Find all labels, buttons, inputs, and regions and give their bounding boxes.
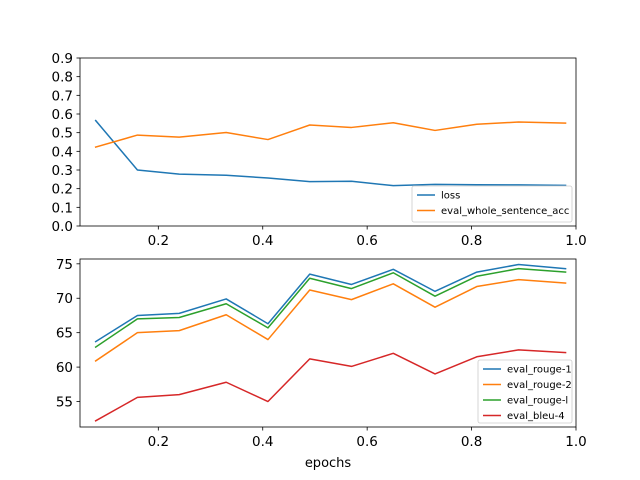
x-tick-label: 0.4 [252, 434, 273, 450]
x-axis-label: epochs [305, 456, 352, 471]
series-line-eval_whole_sentence_acc [94, 121, 567, 148]
legend-label-eval_rouge-1: eval_rouge-1 [507, 365, 572, 376]
series-line-eval_rouge-1 [94, 263, 567, 343]
y-tick-label: 70 [56, 291, 73, 307]
legend-label-eval_whole_sentence_acc: eval_whole_sentence_acc [441, 206, 569, 217]
y-tick-label: 0.8 [52, 70, 73, 86]
y-tick-label: 55 [56, 395, 73, 411]
legend: loss eval_whole_sentence_acc [411, 185, 573, 223]
x-tick-label: 0.4 [252, 233, 273, 249]
y-tick-label: 0.7 [52, 88, 73, 104]
y-tick-label: 0.9 [52, 51, 73, 67]
series-line-loss [94, 119, 567, 187]
x-tick-label: 0.2 [148, 434, 169, 450]
x-tick-label: 0.8 [461, 434, 482, 450]
y-tick-label: 0.6 [52, 107, 73, 123]
legend: eval_rouge-1 eval_rouge-2 eval_rouge-leval… [477, 359, 573, 424]
x-tick-label: 0.2 [148, 233, 169, 249]
series-line-eval_bleu-4 [94, 349, 567, 422]
y-tick-label: 65 [56, 326, 73, 342]
series-line-eval_rouge-2 [94, 278, 567, 362]
y-tick-label: 0.3 [52, 163, 73, 179]
legend-label-eval_bleu-4: eval_bleu-4 [507, 411, 565, 422]
legend-label-eval_rouge-2: eval_rouge-2 [507, 380, 572, 391]
y-tick-label: 0.2 [52, 182, 73, 198]
y-tick-label: 60 [56, 360, 73, 376]
legend-label-loss: loss [441, 191, 460, 202]
x-tick-label: 0.6 [356, 434, 377, 450]
x-tick-label: 1.0 [565, 233, 586, 249]
legend-box [411, 185, 573, 223]
y-tick-label: 0.5 [52, 126, 73, 142]
x-tick-label: 0.8 [461, 233, 482, 249]
y-tick-label: 0.1 [52, 200, 73, 216]
top-subplot: 0.2 0.4 0.6 0.8 1.0 0.0 0.1 0.2 0.3 0.4 0.5 0.6 0.7 0… [52, 51, 587, 249]
y-tick-label: 0.0 [52, 219, 73, 235]
legend-label-eval_rouge-l: eval_rouge-l [507, 396, 568, 407]
axes-frame [79, 258, 577, 428]
bottom-subplot: 0.2 0.4 0.6 0.8 1.05560657075eval_rouge-1eva… [56, 257, 587, 450]
x-tick-label: 0.6 [356, 233, 377, 249]
y-tick-label: 75 [56, 257, 73, 273]
y-tick-label: 0.4 [52, 144, 73, 160]
legend-box [477, 359, 573, 424]
series-line-eval_rouge-l [94, 267, 567, 349]
axes-frame [79, 57, 577, 227]
x-tick-label: 1.0 [565, 434, 586, 450]
